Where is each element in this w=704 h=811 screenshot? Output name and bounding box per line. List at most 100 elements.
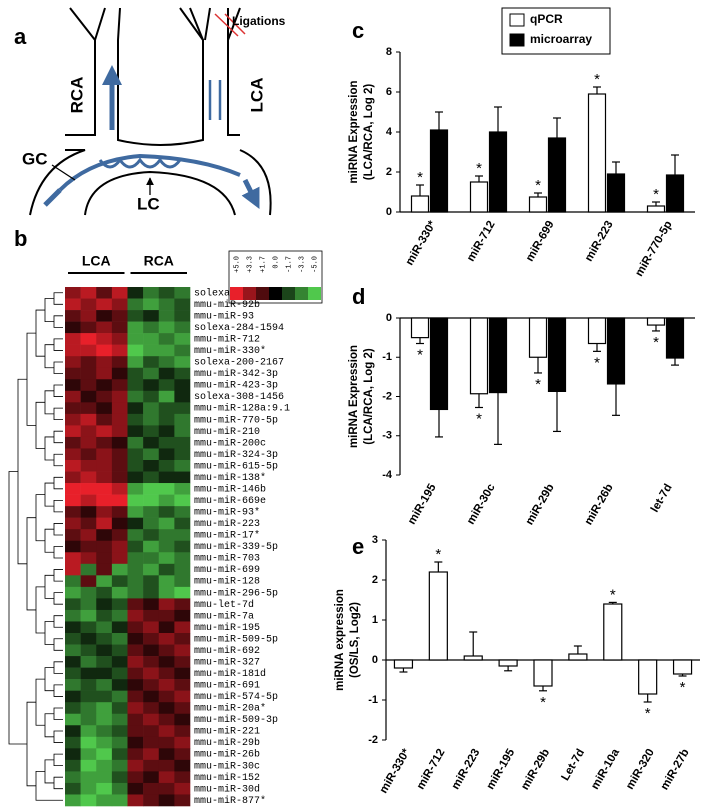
dendrogram-branch — [53, 776, 63, 790]
bar — [547, 137, 567, 213]
heatmap-cell — [65, 367, 81, 380]
heatmap-cell — [158, 633, 175, 645]
row-label: mmu-miR-30c — [194, 760, 260, 772]
heatmap-cell — [96, 436, 113, 449]
heatmap-cell — [80, 759, 97, 772]
row-label: mmu-miR-691 — [194, 680, 260, 692]
heatmap-cell — [158, 725, 175, 738]
heatmap-cell — [80, 287, 97, 299]
heatmap-cell — [127, 298, 144, 311]
dendrogram-branch — [44, 298, 54, 322]
x-tick-label: miR-770-5p — [633, 219, 674, 279]
heatmap-cell — [174, 310, 191, 322]
y-tick-label: 2 — [372, 574, 378, 586]
dendrogram-branch — [53, 707, 63, 720]
heatmap-cell — [143, 494, 160, 507]
heatmap-cell — [111, 736, 128, 749]
heatmap-cell — [127, 540, 144, 553]
heatmap-cell — [96, 494, 113, 507]
heatmap-cell — [65, 413, 81, 426]
heatmap-cell — [80, 517, 97, 530]
row-label: mmu-miR-223 — [194, 518, 260, 530]
heatmap-cell — [158, 425, 175, 438]
heatmap-cell — [80, 529, 97, 542]
heatmap-cell — [143, 344, 160, 357]
bar — [533, 659, 553, 687]
heatmap-cell — [158, 771, 175, 784]
heatmap-cell — [111, 344, 128, 357]
panel-label: d — [352, 284, 365, 309]
heatmap-cell — [65, 563, 81, 576]
heatmap-cell — [127, 448, 144, 461]
heatmap-cell — [143, 736, 160, 749]
row-label: mmu-miR-20a* — [194, 703, 266, 715]
heatmap-cell — [65, 702, 81, 715]
ligations-label: Ligations — [232, 14, 286, 28]
heatmap-cell — [96, 759, 113, 772]
heatmap-cell — [65, 782, 81, 795]
heatmap-cell — [65, 471, 81, 484]
heatmap-cell — [127, 748, 144, 761]
heatmap-cell — [127, 413, 144, 426]
heatmap-cell — [127, 529, 144, 542]
row-label: mmu-miR-423-3p — [194, 380, 278, 392]
heatmap-cell — [96, 748, 113, 761]
heatmap-cell — [65, 644, 81, 657]
heatmap-cell — [143, 552, 160, 565]
heatmap-cell — [80, 702, 97, 715]
heatmap-cell — [158, 287, 175, 299]
heatmap-cell — [174, 725, 191, 738]
heatmap-cell — [158, 644, 175, 657]
dendrogram-branch — [53, 592, 63, 605]
heatmap-cell — [174, 529, 191, 542]
heatmap-cell — [127, 356, 144, 369]
heatmap-cell — [127, 609, 144, 622]
heatmap-cell — [80, 402, 97, 415]
heatmap-cell — [158, 656, 175, 668]
x-tick-label: let-7d — [649, 482, 675, 515]
row-label: mmu-miR-128 — [194, 576, 260, 588]
heatmap-cell — [96, 344, 113, 357]
heatmap-cell — [96, 575, 113, 588]
bar — [428, 571, 448, 661]
color-key-swatch — [230, 287, 243, 300]
bar — [638, 659, 658, 695]
dendrogram-branch — [44, 528, 54, 553]
bar — [488, 131, 508, 213]
heatmap-cell — [96, 540, 113, 553]
heatmap-cell — [65, 333, 81, 345]
heatmap-cell — [127, 771, 144, 784]
heatmap-cell — [174, 736, 191, 749]
dendrogram-branch — [44, 390, 54, 415]
heatmap-cell — [174, 460, 191, 472]
row-label: mmu-miR-296-5p — [194, 587, 278, 599]
heatmap-cell — [174, 333, 191, 345]
heatmap-cell — [111, 748, 128, 761]
row-label: mmu-miR-692 — [194, 645, 260, 657]
heatmap-cell — [143, 448, 160, 461]
y-tick-label: 4 — [386, 126, 393, 138]
heatmap-cell — [80, 436, 97, 449]
heatmap-cell — [96, 690, 113, 703]
heatmap-cell — [143, 471, 160, 484]
dendrogram-branch — [53, 453, 63, 467]
heatmap-cell — [80, 598, 97, 611]
x-tick-label: miR-223 — [450, 747, 483, 792]
heatmap-cell — [96, 390, 113, 403]
color-key-frame — [228, 250, 323, 304]
heatmap-cell — [127, 690, 144, 703]
heatmap-cell — [143, 748, 160, 761]
heatmap-cell — [158, 748, 175, 761]
heatmap-cell — [96, 506, 113, 518]
heatmap-cell — [143, 402, 160, 415]
heatmap-cell — [174, 402, 191, 415]
heatmap-cell — [174, 287, 191, 299]
bar — [603, 603, 623, 661]
heatmap-cell — [158, 298, 175, 311]
heatmap-cell — [174, 540, 191, 553]
heatmap-cell — [111, 448, 128, 461]
dendrogram-branch — [53, 523, 63, 536]
heatmap-cell — [111, 298, 128, 311]
heatmap-cell — [143, 506, 160, 518]
heatmap-cell — [96, 702, 113, 715]
